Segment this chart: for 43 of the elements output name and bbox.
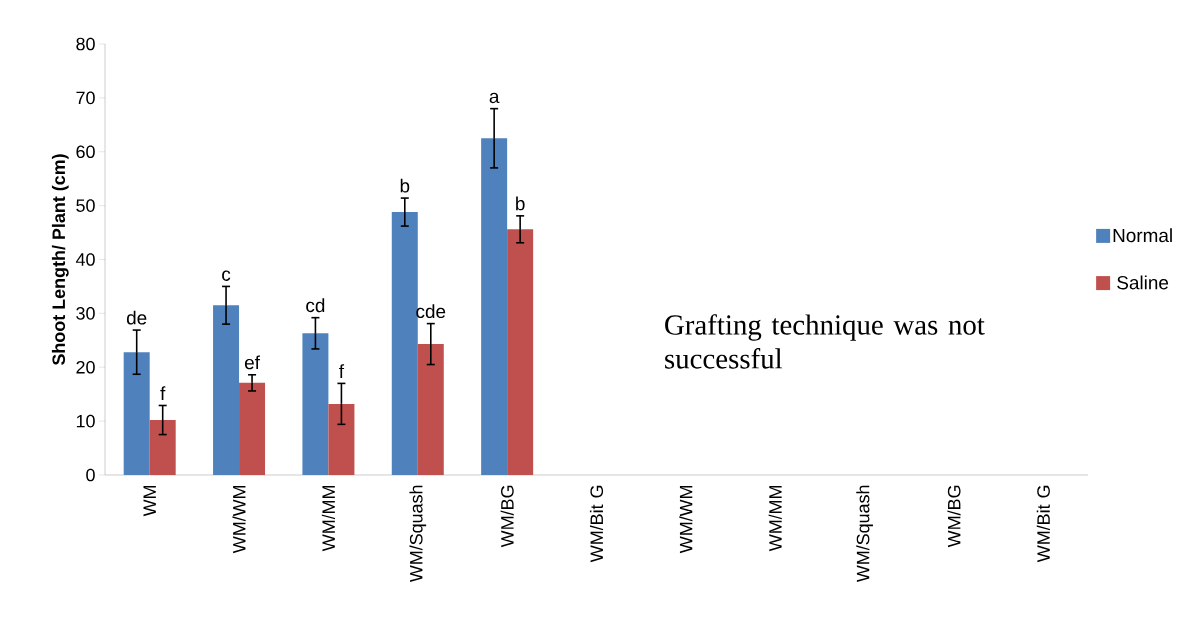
data-label: a: [489, 92, 500, 104]
x-tick-label: WM/MM: [768, 485, 782, 552]
y-tick-label: 0: [86, 468, 95, 482]
y-tick-label: 60: [76, 145, 95, 159]
bar: [239, 382, 266, 475]
x-tick-label: WM/Squash: [856, 485, 873, 583]
bar: [149, 420, 176, 475]
legend-label: Saline: [1117, 275, 1169, 290]
y-tick-label: 40: [75, 253, 95, 266]
bar: [302, 333, 329, 475]
bar: [213, 305, 240, 475]
data-label: b: [516, 196, 525, 211]
bar: [417, 344, 444, 475]
data-label: cd: [306, 298, 325, 313]
y-tick-label: 70: [76, 91, 95, 105]
legend-label: Normal: [1113, 228, 1172, 243]
x-tick-label: WM/WM: [232, 485, 246, 554]
x-tick-label: WM/WM: [679, 485, 693, 554]
annotation: Grafting technique was not successful: [665, 314, 985, 369]
y-tick-label: 20: [76, 360, 95, 374]
bar: [328, 403, 355, 475]
y-tick-label: 10: [76, 414, 95, 428]
x-tick-label: WM: [143, 485, 156, 517]
bar: [391, 212, 418, 475]
x-tick-label: WM/Bit G: [589, 485, 604, 563]
bar: [507, 229, 534, 475]
data-label: b: [400, 178, 410, 193]
bar: [123, 352, 150, 475]
x-tick-label: WM/BG: [947, 485, 961, 548]
data-label: f: [339, 364, 345, 378]
data-label: c: [222, 270, 231, 281]
y-tick-label: 30: [76, 307, 95, 320]
y-tick-label: 50: [76, 199, 95, 212]
data-label: de: [126, 310, 147, 325]
x-tick-label: WM/BG: [500, 485, 514, 548]
x-tick-label: WM/Bit G: [1036, 485, 1050, 563]
x-tick-label: WM/Squash: [409, 485, 427, 583]
y-tick-label: 80: [76, 37, 95, 51]
data-label: ef: [244, 355, 260, 370]
data-label: f: [160, 386, 166, 400]
x-tick-label: WM/MM: [321, 485, 335, 552]
y-axis-title: Shoot Length/ Plant (cm): [51, 154, 69, 366]
bar: [481, 138, 508, 475]
